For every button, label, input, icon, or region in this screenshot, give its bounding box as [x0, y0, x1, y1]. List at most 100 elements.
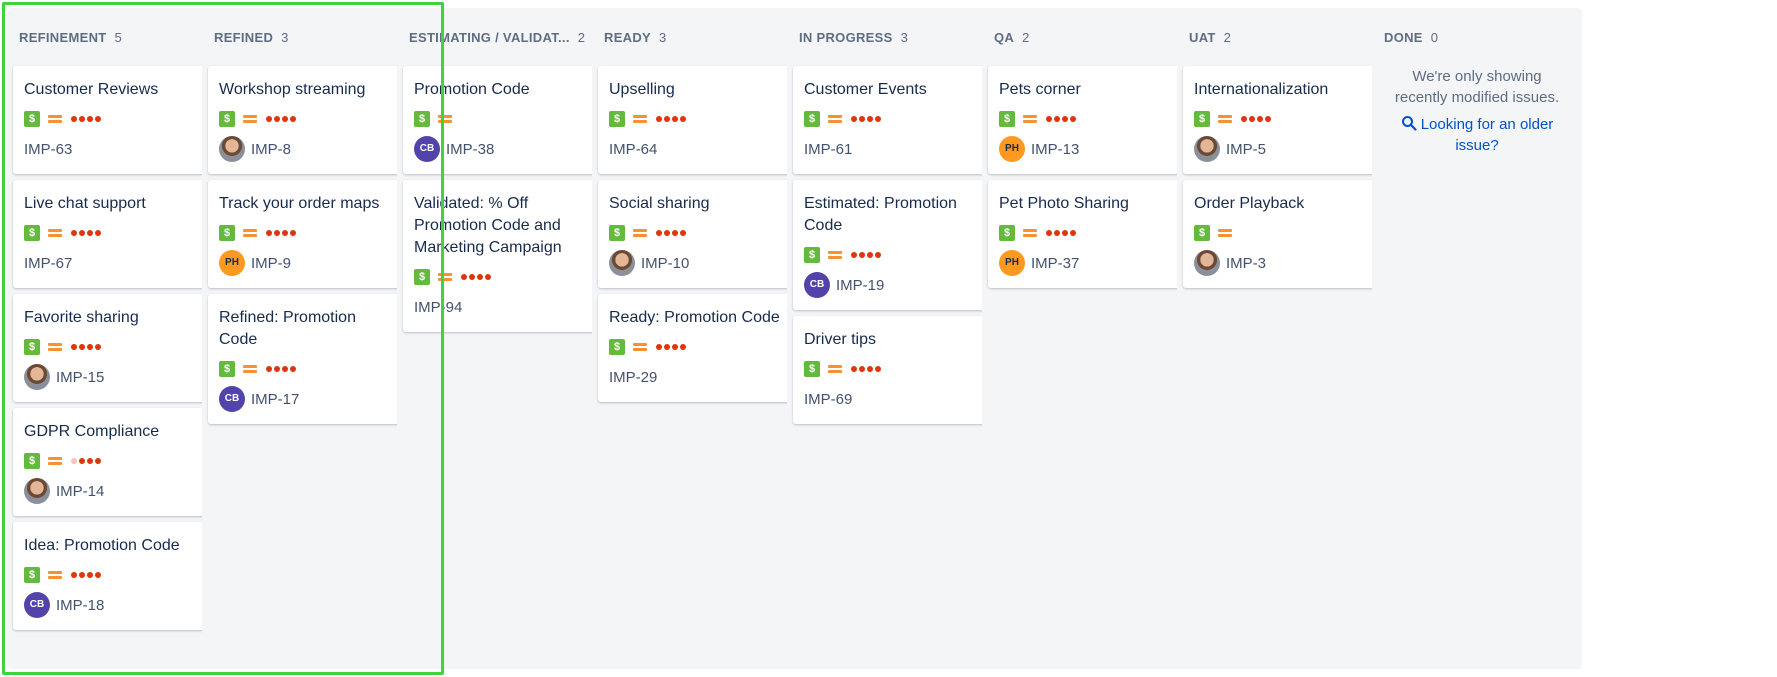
issue-key[interactable]: IMP-5 — [1226, 140, 1267, 158]
assignee-avatar[interactable]: PH — [219, 250, 245, 276]
assignee-avatar-photo[interactable] — [24, 478, 50, 504]
issue-key[interactable]: IMP-9 — [251, 254, 292, 272]
issue-meta: IMP-8 — [219, 136, 395, 162]
issue-key[interactable]: IMP-38 — [446, 140, 495, 158]
estimate-dot — [71, 572, 77, 578]
column-header[interactable]: IN PROGRESS 3 — [787, 8, 997, 66]
issue-title: Estimated: Promotion Code — [804, 195, 957, 234]
issue-card[interactable]: Pet Photo Sharing $ PH IMP-37 — [988, 180, 1186, 288]
issue-key[interactable]: IMP-17 — [251, 390, 300, 408]
column-in-progress: IN PROGRESS 3 Customer Events $ IMP-61 Estima… — [787, 8, 997, 669]
issue-key[interactable]: IMP-18 — [56, 596, 105, 614]
older-issues-link[interactable]: Looking for an older issue? — [1372, 114, 1582, 156]
estimate-dot — [266, 116, 272, 122]
issue-card[interactable]: GDPR Compliance $ IMP-14 — [13, 408, 211, 516]
assignee-avatar[interactable]: CB — [804, 272, 830, 298]
issue-card[interactable]: Driver tips $ IMP-69 — [793, 316, 991, 424]
column-header[interactable]: DONE 0 — [1372, 8, 1582, 66]
issue-key[interactable]: IMP-10 — [641, 254, 690, 272]
issue-card[interactable]: Estimated: Promotion Code $ CB IMP-19 — [793, 180, 991, 310]
estimate-dot — [266, 366, 272, 372]
issue-card[interactable]: Workshop streaming $ IMP-8 — [208, 66, 406, 174]
issue-key[interactable]: IMP-3 — [1226, 254, 1267, 272]
issue-title: Social sharing — [609, 195, 710, 212]
column-header[interactable]: READY 3 — [592, 8, 802, 66]
assignee-avatar[interactable]: CB — [24, 592, 50, 618]
issue-key[interactable]: IMP-37 — [1031, 254, 1080, 272]
estimate-dot — [875, 116, 881, 122]
story-type-icon: $ — [804, 361, 820, 377]
issue-title: Customer Reviews — [24, 81, 159, 98]
estimate-dot — [1046, 116, 1052, 122]
issue-title: Pet Photo Sharing — [999, 195, 1129, 212]
issue-card[interactable]: Pets corner $ PH IMP-13 — [988, 66, 1186, 174]
issue-meta: IMP-5 — [1194, 136, 1370, 162]
column-header[interactable]: REFINED 3 — [202, 8, 412, 66]
issue-card[interactable]: Upselling $ IMP-64 — [598, 66, 796, 174]
assignee-avatar-photo[interactable] — [1194, 136, 1220, 162]
issue-card[interactable]: Social sharing $ IMP-10 — [598, 180, 796, 288]
estimate-dot — [656, 344, 662, 350]
issue-icons: $ — [219, 110, 395, 128]
issue-key[interactable]: IMP-29 — [609, 368, 658, 386]
estimate-dot — [79, 116, 85, 122]
assignee-avatar[interactable]: CB — [219, 386, 245, 412]
column-header[interactable]: UAT 2 — [1177, 8, 1387, 66]
issue-key[interactable]: IMP-94 — [414, 298, 463, 316]
medium-priority-icon — [633, 228, 647, 238]
medium-priority-icon — [828, 114, 842, 124]
story-points-dots-icon — [71, 116, 101, 122]
column-issue-count: 3 — [659, 29, 667, 45]
issue-key[interactable]: IMP-69 — [804, 390, 853, 408]
issue-card[interactable]: Internationalization $ IMP-5 — [1183, 66, 1381, 174]
issue-key[interactable]: IMP-13 — [1031, 140, 1080, 158]
issue-key[interactable]: IMP-19 — [836, 276, 885, 294]
issue-key[interactable]: IMP-8 — [251, 140, 292, 158]
column-title: REFINEMENT — [19, 29, 107, 45]
assignee-avatar-photo[interactable] — [24, 364, 50, 390]
estimate-dot — [1062, 230, 1068, 236]
estimate-dot — [79, 230, 85, 236]
medium-priority-icon — [1218, 114, 1232, 124]
issue-title: Upselling — [609, 81, 675, 98]
story-type-icon: $ — [24, 111, 40, 127]
estimate-dot — [282, 366, 288, 372]
issue-card[interactable]: Customer Events $ IMP-61 — [793, 66, 991, 174]
issue-key[interactable]: IMP-67 — [24, 254, 73, 272]
assignee-avatar-photo[interactable] — [1194, 250, 1220, 276]
card-list: Promotion Code $ CB IMP-38 Validated: % Off … — [397, 66, 607, 332]
issue-title: Validated: % Off Promotion Code and Mark… — [414, 195, 562, 256]
issue-card[interactable]: Favorite sharing $ IMP-15 — [13, 294, 211, 402]
issue-card[interactable]: Validated: % Off Promotion Code and Mark… — [403, 180, 601, 332]
medium-priority-icon — [48, 228, 62, 238]
estimate-dot — [664, 344, 670, 350]
issue-key[interactable]: IMP-61 — [804, 140, 853, 158]
issue-card[interactable]: Track your order maps $ PH IMP-9 — [208, 180, 406, 288]
column-header[interactable]: ESTIMATING / VALIDAT... 2 — [397, 8, 607, 66]
issue-card[interactable]: Ready: Promotion Code $ IMP-29 — [598, 294, 796, 402]
column-header[interactable]: QA 2 — [982, 8, 1192, 66]
issue-key[interactable]: IMP-14 — [56, 482, 105, 500]
issue-meta: IMP-94 — [414, 294, 590, 320]
issue-key[interactable]: IMP-64 — [609, 140, 658, 158]
story-type-icon: $ — [219, 111, 235, 127]
assignee-avatar[interactable]: PH — [999, 250, 1025, 276]
assignee-avatar-photo[interactable] — [609, 250, 635, 276]
issue-card[interactable]: Promotion Code $ CB IMP-38 — [403, 66, 601, 174]
issue-key[interactable]: IMP-15 — [56, 368, 105, 386]
estimate-dot — [71, 230, 77, 236]
issue-card[interactable]: Live chat support $ IMP-67 — [13, 180, 211, 288]
estimate-dot — [859, 116, 865, 122]
issue-card[interactable]: Idea: Promotion Code $ CB IMP-18 — [13, 522, 211, 630]
issue-title: Live chat support — [24, 195, 146, 212]
issue-card[interactable]: Refined: Promotion Code $ CB IMP-17 — [208, 294, 406, 424]
assignee-avatar[interactable]: PH — [999, 136, 1025, 162]
column-header[interactable]: REFINEMENT 5 — [7, 8, 217, 66]
estimate-dot — [274, 116, 280, 122]
estimate-dot — [851, 252, 857, 258]
issue-key[interactable]: IMP-63 — [24, 140, 73, 158]
issue-card[interactable]: Order Playback $ IMP-3 — [1183, 180, 1381, 288]
issue-card[interactable]: Customer Reviews $ IMP-63 — [13, 66, 211, 174]
assignee-avatar-photo[interactable] — [219, 136, 245, 162]
assignee-avatar[interactable]: CB — [414, 136, 440, 162]
